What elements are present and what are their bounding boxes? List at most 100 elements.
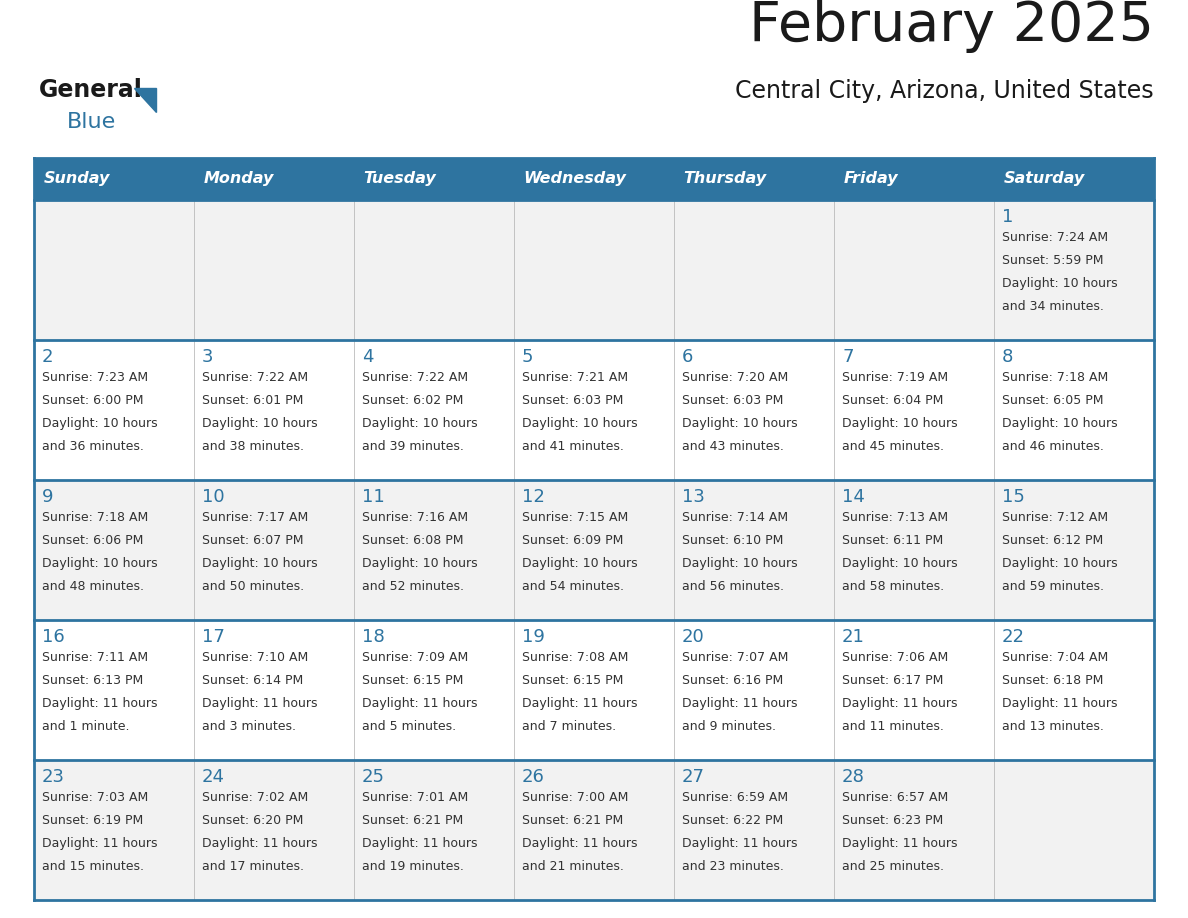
Text: Sunset: 6:20 PM: Sunset: 6:20 PM (202, 814, 303, 827)
Bar (194, 200, 354, 340)
Polygon shape (134, 88, 156, 112)
Text: Daylight: 11 hours: Daylight: 11 hours (1001, 697, 1118, 710)
Text: Sunset: 6:22 PM: Sunset: 6:22 PM (682, 814, 783, 827)
Text: Sunrise: 7:13 AM: Sunrise: 7:13 AM (842, 510, 948, 524)
Text: Sunset: 6:01 PM: Sunset: 6:01 PM (202, 394, 303, 407)
Text: and 7 minutes.: and 7 minutes. (522, 720, 617, 733)
Text: Sunset: 6:15 PM: Sunset: 6:15 PM (362, 674, 463, 687)
Text: Sunrise: 7:01 AM: Sunrise: 7:01 AM (362, 790, 468, 804)
Text: Sunset: 6:00 PM: Sunset: 6:00 PM (42, 394, 144, 407)
Text: Sunrise: 7:00 AM: Sunrise: 7:00 AM (522, 790, 628, 804)
Bar (834, 340, 994, 480)
Text: Monday: Monday (203, 172, 274, 186)
Bar (994, 200, 1154, 340)
Text: Daylight: 10 hours: Daylight: 10 hours (202, 557, 317, 570)
Bar (354, 200, 514, 340)
Text: and 23 minutes.: and 23 minutes. (682, 860, 784, 873)
Text: Daylight: 10 hours: Daylight: 10 hours (42, 557, 158, 570)
Text: and 15 minutes.: and 15 minutes. (42, 860, 144, 873)
Bar (514, 200, 674, 340)
Bar (994, 340, 1154, 480)
Text: Sunrise: 7:19 AM: Sunrise: 7:19 AM (842, 371, 948, 384)
Text: Sunset: 6:05 PM: Sunset: 6:05 PM (1001, 394, 1104, 407)
Text: Daylight: 10 hours: Daylight: 10 hours (682, 557, 797, 570)
Text: Friday: Friday (843, 172, 898, 186)
Text: Blue: Blue (67, 112, 116, 132)
Text: and 13 minutes.: and 13 minutes. (1001, 720, 1104, 733)
Text: and 39 minutes.: and 39 minutes. (362, 440, 463, 453)
Text: Daylight: 11 hours: Daylight: 11 hours (362, 837, 478, 850)
Text: 5: 5 (522, 348, 533, 365)
Text: 27: 27 (682, 767, 704, 786)
Text: Sunset: 6:10 PM: Sunset: 6:10 PM (682, 534, 783, 547)
Bar (674, 158, 834, 200)
Text: Sunset: 6:21 PM: Sunset: 6:21 PM (362, 814, 463, 827)
Text: 1: 1 (1001, 207, 1013, 226)
Text: February 2025: February 2025 (748, 0, 1154, 53)
Text: and 59 minutes.: and 59 minutes. (1001, 580, 1104, 593)
Text: Sunrise: 7:04 AM: Sunrise: 7:04 AM (1001, 651, 1108, 664)
Text: Sunset: 6:06 PM: Sunset: 6:06 PM (42, 534, 144, 547)
Text: and 25 minutes.: and 25 minutes. (842, 860, 944, 873)
Text: and 34 minutes.: and 34 minutes. (1001, 300, 1104, 313)
Text: 16: 16 (42, 628, 65, 645)
Text: 12: 12 (522, 487, 545, 506)
Text: 10: 10 (202, 487, 225, 506)
Text: Sunset: 6:14 PM: Sunset: 6:14 PM (202, 674, 303, 687)
Text: Saturday: Saturday (1004, 172, 1085, 186)
Text: Daylight: 11 hours: Daylight: 11 hours (202, 697, 317, 710)
Text: 2: 2 (42, 348, 53, 365)
Text: 23: 23 (42, 767, 65, 786)
Text: 13: 13 (682, 487, 704, 506)
Bar (834, 760, 994, 900)
Text: 8: 8 (1001, 348, 1013, 365)
Text: Sunrise: 7:17 AM: Sunrise: 7:17 AM (202, 510, 308, 524)
Text: Sunrise: 7:22 AM: Sunrise: 7:22 AM (202, 371, 308, 384)
Text: Sunrise: 6:57 AM: Sunrise: 6:57 AM (842, 790, 948, 804)
Bar (674, 620, 834, 760)
Text: and 9 minutes.: and 9 minutes. (682, 720, 776, 733)
Text: Sunrise: 7:22 AM: Sunrise: 7:22 AM (362, 371, 468, 384)
Text: Sunset: 6:08 PM: Sunset: 6:08 PM (362, 534, 463, 547)
Text: Daylight: 10 hours: Daylight: 10 hours (42, 417, 158, 430)
Text: Daylight: 10 hours: Daylight: 10 hours (522, 417, 638, 430)
Bar (674, 480, 834, 620)
Text: and 5 minutes.: and 5 minutes. (362, 720, 456, 733)
Text: Sunrise: 7:14 AM: Sunrise: 7:14 AM (682, 510, 788, 524)
Text: Daylight: 11 hours: Daylight: 11 hours (682, 697, 797, 710)
Text: Daylight: 10 hours: Daylight: 10 hours (842, 417, 958, 430)
Text: 9: 9 (42, 487, 53, 506)
Text: and 11 minutes.: and 11 minutes. (842, 720, 944, 733)
Text: and 41 minutes.: and 41 minutes. (522, 440, 624, 453)
Text: Daylight: 11 hours: Daylight: 11 hours (842, 837, 958, 850)
Text: Sunrise: 7:23 AM: Sunrise: 7:23 AM (42, 371, 148, 384)
Text: and 52 minutes.: and 52 minutes. (362, 580, 465, 593)
Text: Sunrise: 6:59 AM: Sunrise: 6:59 AM (682, 790, 788, 804)
Bar (994, 480, 1154, 620)
Text: and 45 minutes.: and 45 minutes. (842, 440, 944, 453)
Text: Sunset: 6:09 PM: Sunset: 6:09 PM (522, 534, 624, 547)
Text: 21: 21 (842, 628, 865, 645)
Text: and 50 minutes.: and 50 minutes. (202, 580, 304, 593)
Text: 3: 3 (202, 348, 214, 365)
Bar (674, 200, 834, 340)
Text: Sunrise: 7:24 AM: Sunrise: 7:24 AM (1001, 230, 1108, 244)
Text: 26: 26 (522, 767, 545, 786)
Text: Tuesday: Tuesday (364, 172, 436, 186)
Text: and 17 minutes.: and 17 minutes. (202, 860, 304, 873)
Bar (674, 340, 834, 480)
Bar (194, 158, 354, 200)
Text: Sunrise: 7:18 AM: Sunrise: 7:18 AM (1001, 371, 1108, 384)
Text: Daylight: 11 hours: Daylight: 11 hours (682, 837, 797, 850)
Text: Daylight: 11 hours: Daylight: 11 hours (202, 837, 317, 850)
Text: Daylight: 10 hours: Daylight: 10 hours (1001, 277, 1118, 290)
Text: Daylight: 10 hours: Daylight: 10 hours (1001, 417, 1118, 430)
Bar (34, 480, 194, 620)
Text: Sunset: 6:19 PM: Sunset: 6:19 PM (42, 814, 144, 827)
Bar (674, 760, 834, 900)
Text: 17: 17 (202, 628, 225, 645)
Text: Daylight: 11 hours: Daylight: 11 hours (522, 697, 638, 710)
Text: 11: 11 (362, 487, 385, 506)
Text: Sunset: 6:21 PM: Sunset: 6:21 PM (522, 814, 624, 827)
Bar (834, 480, 994, 620)
